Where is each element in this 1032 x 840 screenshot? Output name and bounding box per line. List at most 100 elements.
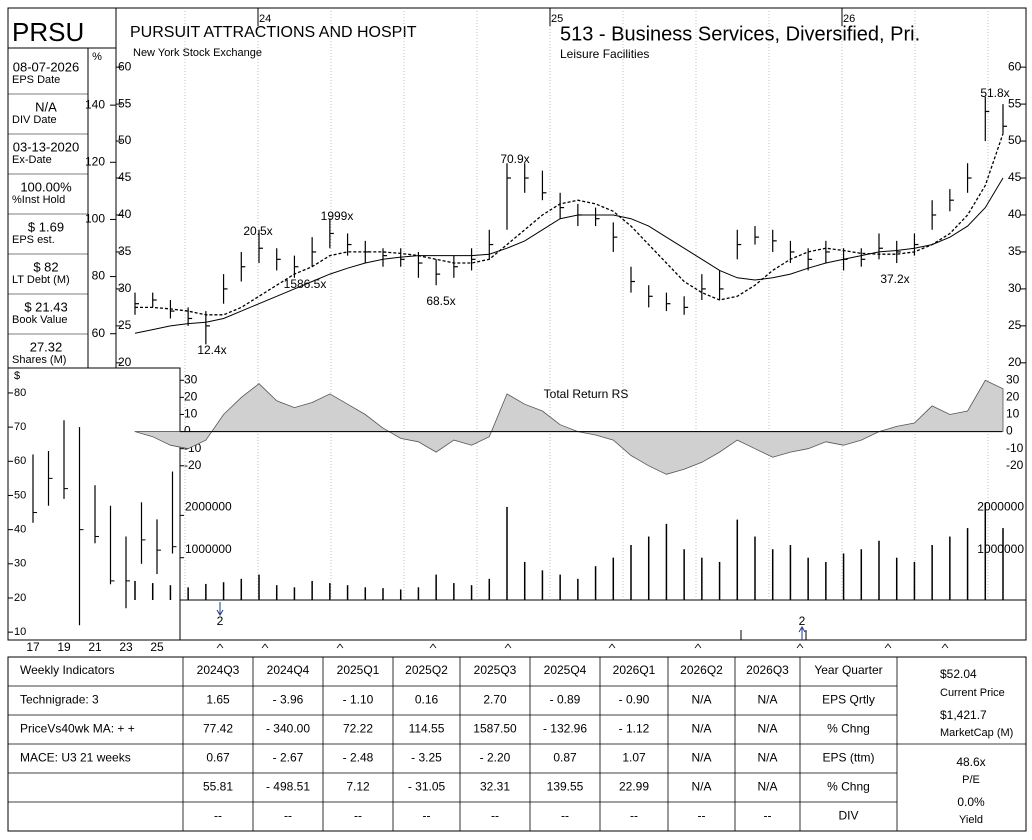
volume-bar	[789, 545, 792, 600]
table-cell: N/A	[757, 693, 777, 707]
x-tick-label: 26	[843, 13, 855, 25]
stat-label: EPS est.	[12, 234, 55, 246]
table-cell: N/A	[757, 722, 777, 736]
company-name: PURSUIT ATTRACTIONS AND HOSPIT	[130, 24, 417, 41]
summary-label: MarketCap (M)	[940, 727, 1013, 739]
rs-tick-label: 20	[1006, 390, 1020, 404]
measure-label: % Chng	[827, 780, 870, 794]
table-cell: --	[423, 809, 431, 823]
table-cell: - 3.96	[273, 693, 304, 707]
rs-title: Total Return RS	[544, 387, 629, 401]
table-cell: - 31.05	[408, 780, 446, 794]
volume-bar	[275, 585, 278, 600]
volume-bar	[205, 583, 207, 600]
volume-bar	[382, 588, 384, 600]
caret-mark	[261, 643, 269, 649]
rs-tick-label: -10	[1006, 441, 1024, 455]
price-annotation: 51.8x	[980, 86, 1009, 100]
price-tick-label: 30	[1008, 281, 1022, 295]
volume-tick-label: 2000000	[185, 500, 232, 514]
caret-mark	[429, 643, 437, 649]
volume-bar	[488, 578, 491, 600]
indicator-label: MACE: U3 21 weeks	[20, 751, 131, 765]
volume-bar	[594, 566, 597, 600]
price-tick-label: 25	[118, 318, 132, 332]
table-col-header: Year Quarter	[814, 663, 882, 677]
table-cell: 7.12	[346, 780, 370, 794]
summary-value: 48.6x	[956, 755, 985, 769]
volume-tick-label: 2000000	[977, 500, 1024, 514]
price-tick-label: 40	[1008, 207, 1022, 221]
stat-label: EPS Date	[12, 74, 60, 86]
table-col-header: 2024Q4	[267, 663, 310, 677]
sector: Leisure Facilities	[560, 47, 649, 61]
pct-tick-label: 80	[92, 269, 106, 283]
table-cell: - 0.90	[619, 693, 650, 707]
volume-bar	[771, 549, 774, 600]
table-cell: N/A	[691, 780, 711, 794]
volume-bar	[169, 585, 172, 600]
caret-mark	[694, 643, 702, 649]
price-tick-label: 45	[118, 170, 132, 184]
stat-value: $ 82	[33, 259, 58, 274]
volume-bar	[701, 557, 703, 600]
measure-label: DIV	[838, 809, 858, 823]
table-cell: 55.81	[203, 780, 233, 794]
table-cell: 77.42	[203, 722, 233, 736]
volume-bar	[754, 536, 756, 600]
stat-label: LT Debt (M)	[12, 274, 70, 286]
volume-bar	[984, 502, 987, 600]
volume-bar	[293, 587, 296, 600]
rs-tick-label: -20	[184, 458, 202, 472]
exchange: New York Stock Exchange	[133, 47, 262, 59]
volume-bar	[364, 587, 367, 600]
table-cell: 1587.50	[473, 722, 517, 736]
table-col-header: 2025Q1	[337, 663, 380, 677]
ma-slow-line	[134, 177, 1004, 334]
volume-bar	[647, 536, 650, 600]
inset-tick-label: 10	[14, 626, 26, 638]
table-col-header: 2026Q3	[746, 663, 789, 677]
volume-bar	[399, 589, 402, 600]
table-cell: 0.67	[206, 751, 230, 765]
rs-tick-label: -20	[1006, 458, 1024, 472]
inset-tick-label: 50	[14, 489, 26, 501]
stat-label: Book Value	[12, 314, 67, 326]
caret-mark	[504, 643, 512, 649]
table-cell: --	[561, 809, 569, 823]
price-tick-label: 40	[118, 207, 132, 221]
volume-bar	[506, 506, 508, 600]
event-arrow-down	[216, 602, 224, 616]
event-count: 2	[217, 614, 224, 628]
measure-label: EPS Qrtly	[822, 693, 875, 707]
pct-tick-label: 60	[92, 326, 106, 340]
table-col-header: 2025Q3	[474, 663, 517, 677]
summary-label: P/E	[962, 774, 980, 786]
table-cell: 1.07	[622, 751, 646, 765]
volume-bar	[913, 561, 916, 600]
volume-bar	[807, 557, 809, 600]
table-cell: 2.70	[483, 693, 507, 707]
x-tick-label: 24	[259, 13, 271, 25]
table-col-header: 2026Q1	[613, 663, 656, 677]
table-cell: N/A	[757, 751, 777, 765]
volume-bar	[966, 528, 969, 600]
table-cell: --	[491, 809, 499, 823]
rs-tick-label: 20	[184, 390, 198, 404]
price-tick-label: 60	[1008, 59, 1022, 73]
table-cell: 0.16	[415, 693, 439, 707]
inset-tick-label: 80	[14, 387, 26, 399]
caret-mark	[336, 643, 344, 649]
indicator-label: PriceVs40wk MA: + +	[20, 722, 135, 736]
price-tick-label: 55	[1008, 96, 1022, 110]
table-cell: N/A	[691, 751, 711, 765]
volume-bar	[258, 574, 260, 600]
inset-x-label: 17	[26, 640, 40, 654]
inset-x-label: 23	[119, 640, 133, 654]
volume-bar	[541, 570, 544, 600]
x-tick-label: 25	[551, 13, 563, 25]
volume-bar	[134, 580, 136, 600]
volume-bar	[151, 583, 154, 600]
measure-label: % Chng	[827, 722, 870, 736]
volume-bar	[612, 557, 615, 600]
